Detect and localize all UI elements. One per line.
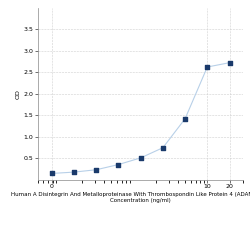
Point [228,61,232,65]
Point [139,156,143,160]
Point [94,168,98,172]
X-axis label: Human A Disintegrin And Metalloproteinase With Thrombospondin Like Protein 4 (AD: Human A Disintegrin And Metalloproteinas… [11,192,250,203]
Point [205,65,209,69]
Point [161,146,165,150]
Y-axis label: OD: OD [16,89,21,99]
Point [72,170,76,174]
Point [183,117,187,121]
Point [116,162,120,166]
Point [50,172,54,175]
